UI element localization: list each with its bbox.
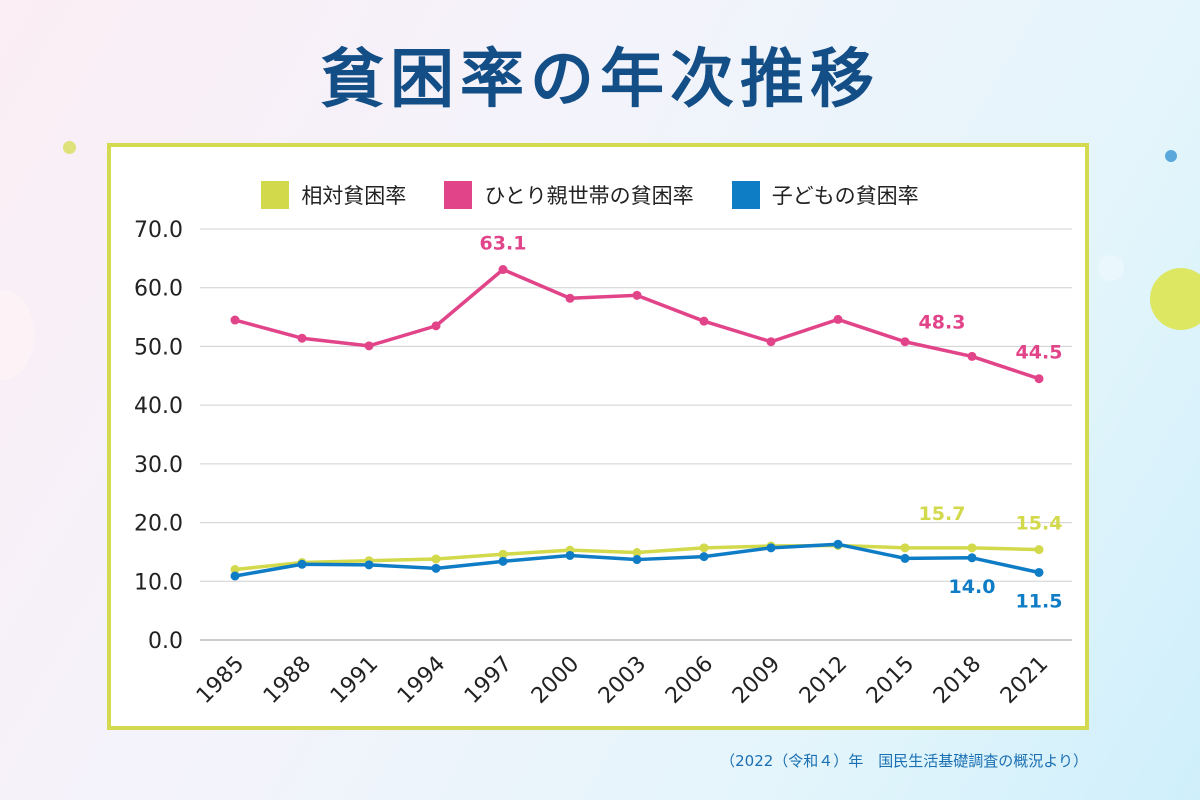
y-tick-label: 40.0 [134, 394, 183, 419]
data-point-child [230, 571, 240, 581]
data-label-single_parent: 44.5 [1016, 342, 1063, 364]
legend-item-single-parent: ひとり親世帯の貧困率 [444, 180, 694, 210]
data-point-single_parent [632, 290, 642, 300]
x-tick-label: 2006 [661, 652, 718, 709]
decorative-bubble [1098, 255, 1124, 281]
data-point-single_parent [900, 337, 910, 347]
data-point-single_parent [967, 351, 977, 361]
legend-swatch-relative [261, 181, 290, 209]
x-tick-label: 2012 [795, 652, 852, 709]
y-tick-label: 0.0 [148, 629, 183, 654]
data-point-child [833, 539, 843, 549]
data-label-single_parent: 63.1 [480, 233, 527, 255]
data-point-relative [1034, 545, 1044, 555]
y-tick-label: 60.0 [134, 277, 183, 302]
x-tick-label: 1991 [326, 652, 383, 709]
legend-item-relative: 相対貧困率 [261, 180, 406, 210]
data-point-relative [431, 554, 441, 564]
data-point-single_parent [431, 321, 441, 331]
data-point-relative [230, 565, 240, 575]
data-point-relative [900, 543, 910, 553]
data-point-child [498, 556, 508, 566]
data-point-relative [699, 543, 709, 553]
page-title: 貧困率の年次推移 [320, 43, 880, 117]
y-tick-label: 70.0 [134, 218, 183, 243]
x-tick-label: 1994 [393, 652, 450, 709]
legend-label-child: 子どもの貧困率 [771, 184, 919, 208]
data-point-child [967, 553, 977, 563]
decorative-bubble [1150, 268, 1200, 330]
chart-frame [107, 143, 1089, 730]
legend-item-child: 子どもの貧困率 [731, 180, 919, 210]
y-tick-label: 10.0 [134, 570, 183, 595]
data-point-relative [632, 548, 642, 558]
data-point-relative [498, 549, 508, 559]
x-tick-label: 1988 [259, 652, 316, 709]
y-tick-label: 50.0 [134, 335, 183, 360]
data-point-single_parent [565, 293, 575, 303]
data-point-child [632, 555, 642, 565]
data-point-single_parent [230, 315, 240, 325]
source-note: （2022（令和４）年 国民生活基礎調査の概況より） [720, 752, 1088, 770]
legend-label-single-parent: ひとり親世帯の貧困率 [484, 184, 694, 208]
data-point-child [297, 559, 307, 569]
data-point-child [431, 563, 441, 573]
x-tick-label: 2003 [594, 652, 651, 709]
legend-label-relative: 相対貧困率 [301, 184, 407, 208]
y-tick-label: 30.0 [134, 453, 183, 478]
data-point-single_parent [364, 341, 374, 351]
data-point-child [565, 550, 575, 560]
data-label-child: 11.5 [1016, 590, 1063, 612]
data-point-child [1034, 567, 1044, 577]
data-point-relative [967, 543, 977, 553]
data-point-single_parent [498, 265, 508, 275]
data-point-child [364, 560, 374, 570]
x-tick-label: 1985 [192, 652, 249, 709]
data-point-child [900, 553, 910, 563]
data-point-single_parent [699, 316, 709, 326]
data-label-child: 14.0 [949, 576, 996, 598]
x-tick-label: 2000 [527, 652, 584, 709]
legend-swatch-child [731, 181, 760, 209]
data-label-relative: 15.7 [919, 503, 966, 525]
data-point-child [766, 543, 776, 553]
x-tick-label: 2009 [728, 652, 785, 709]
x-tick-label: 2018 [929, 652, 986, 709]
x-tick-label: 2015 [862, 652, 919, 709]
data-point-single_parent [833, 314, 843, 324]
y-tick-label: 20.0 [134, 512, 183, 537]
data-point-single_parent [766, 337, 776, 347]
x-tick-label: 2021 [996, 652, 1053, 709]
legend-swatch-single-parent [444, 181, 473, 209]
decorative-bubble [63, 141, 76, 154]
chart-legend: 相対貧困率 ひとり親世帯の貧困率 子どもの貧困率 [180, 178, 1000, 212]
data-label-single_parent: 48.3 [919, 311, 966, 333]
data-point-child [699, 552, 709, 562]
data-label-relative: 15.4 [1016, 513, 1063, 535]
decorative-bubble [1165, 150, 1177, 162]
data-point-single_parent [1034, 374, 1044, 384]
x-tick-label: 1997 [460, 652, 517, 709]
data-point-single_parent [297, 333, 307, 343]
